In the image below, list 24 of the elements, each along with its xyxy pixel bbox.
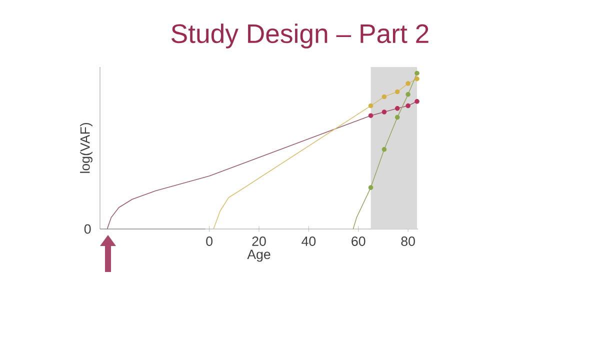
point (414, 70, 420, 76)
x-tick-label: 0 (206, 236, 213, 246)
point (382, 94, 387, 100)
x-axis-title: Age (247, 250, 270, 262)
text: 0 (84, 224, 91, 234)
x-tick-label: 20 (252, 236, 266, 246)
point (414, 76, 420, 82)
point (368, 103, 374, 108)
point (406, 92, 410, 97)
point (368, 185, 374, 190)
point (368, 113, 374, 118)
x-tick-label: 60 (352, 236, 366, 246)
point (382, 146, 387, 152)
point (414, 99, 420, 104)
point (406, 103, 410, 108)
x-tick-label: 80 (401, 236, 415, 246)
point (394, 89, 400, 94)
point (394, 114, 400, 120)
point (406, 81, 410, 86)
x-tick-label: 40 (302, 236, 316, 246)
chart-title: Study Design – Part 2 (172, 24, 428, 48)
point (382, 110, 387, 114)
y-axis-title: log(VAF) (80, 123, 92, 173)
point (394, 106, 400, 111)
